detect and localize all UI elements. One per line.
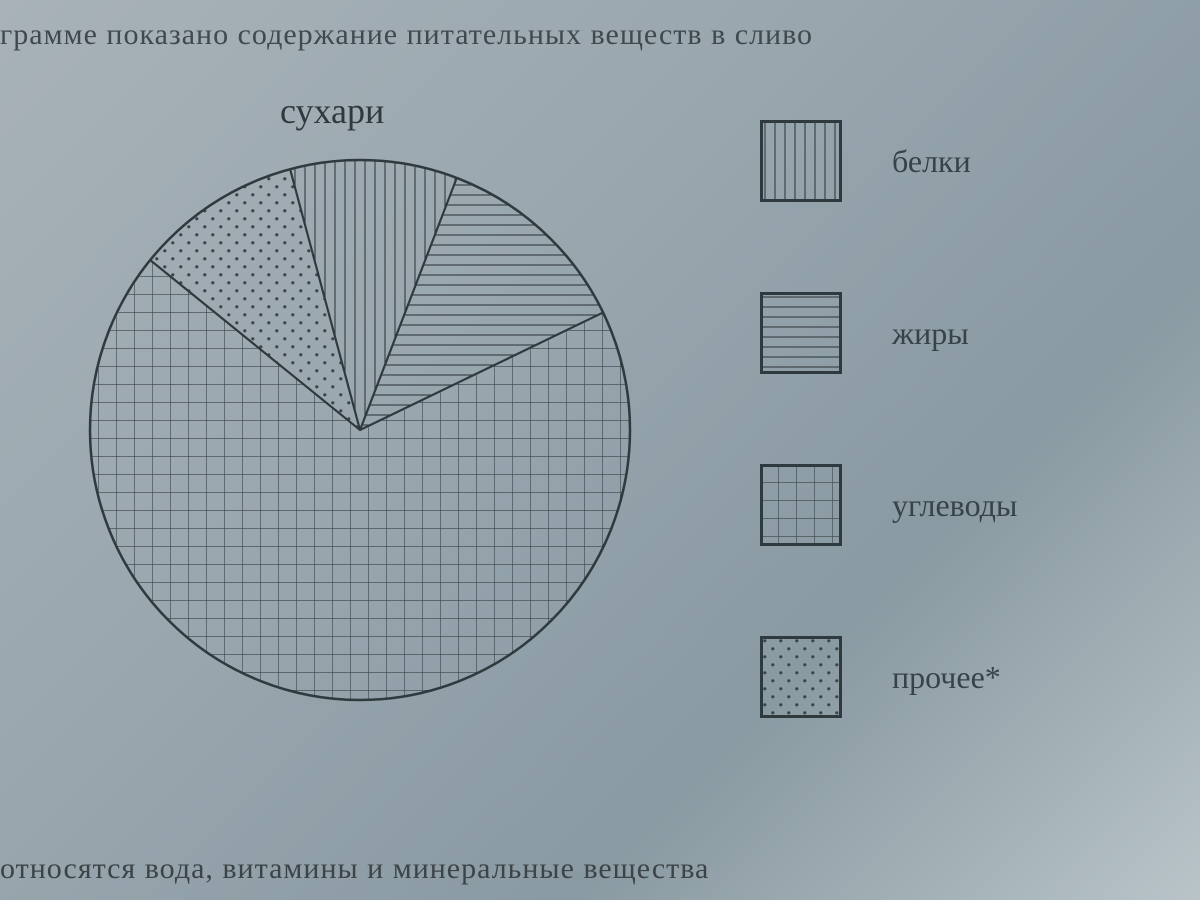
legend-item: углеводы [760,464,1130,546]
pie-chart [80,150,640,710]
legend-swatch-vertical [760,120,842,202]
legend-swatch-crosshatch [760,464,842,546]
chart-title: сухари [280,90,384,132]
legend-item: жиры [760,292,1130,374]
legend-item: прочее* [760,636,1130,718]
legend-label: прочее* [892,659,1001,696]
caption-top-fragment: грамме показано содержание питательных в… [0,18,1200,52]
legend-swatch-horizontal [760,292,842,374]
legend-item: белки [760,120,1130,202]
legend-swatch-dots [760,636,842,718]
page: грамме показано содержание питательных в… [0,0,1200,900]
caption-bottom-fragment: относятся вода, витамины и минеральные в… [0,852,1200,886]
legend: белки жиры углеводы прочее* [760,120,1130,718]
legend-label: жиры [892,315,969,352]
legend-label: белки [892,143,971,180]
legend-label: углеводы [892,487,1017,524]
